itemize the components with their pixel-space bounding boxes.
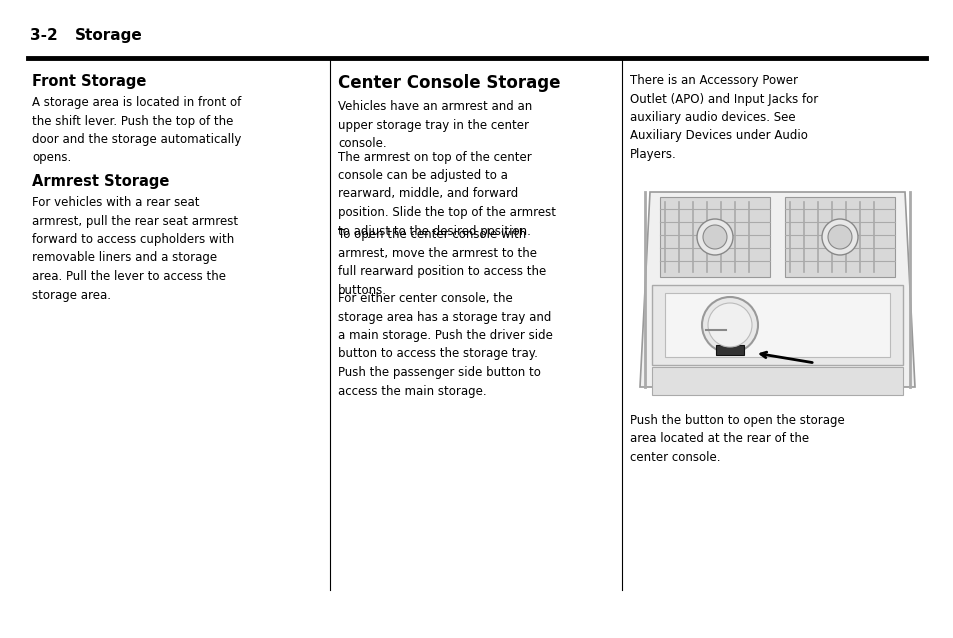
Bar [716, 345, 743, 355]
Bar [629, 182, 924, 402]
Text: Armrest Storage: Armrest Storage [32, 174, 170, 189]
Text: Front Storage: Front Storage [32, 74, 146, 89]
Text: For vehicles with a rear seat
armrest, pull the rear seat armrest
forward to acc: For vehicles with a rear seat armrest, p… [32, 196, 238, 302]
Text: 3-2: 3-2 [30, 28, 58, 43]
Bar [664, 293, 889, 357]
Bar [784, 197, 894, 277]
Circle shape [701, 297, 758, 353]
Text: Push the button to open the storage
area located at the rear of the
center conso: Push the button to open the storage area… [629, 414, 843, 464]
Text: Vehicles have an armrest and an
upper storage tray in the center
console.: Vehicles have an armrest and an upper st… [337, 100, 532, 150]
Circle shape [821, 219, 857, 255]
Text: The armrest on top of the center
console can be adjusted to a
rearward, middle, : The armrest on top of the center console… [337, 151, 556, 237]
Polygon shape [639, 192, 914, 387]
Text: For either center console, the
storage area has a storage tray and
a main storag: For either center console, the storage a… [337, 292, 553, 397]
Text: A storage area is located in front of
the shift lever. Push the top of the
door : A storage area is located in front of th… [32, 96, 241, 165]
Circle shape [827, 225, 851, 249]
Text: To open the center console with
armrest, move the armrest to the
full rearward p: To open the center console with armrest,… [337, 228, 546, 297]
Bar [651, 285, 902, 365]
Circle shape [702, 225, 726, 249]
Text: There is an Accessory Power
Outlet (APO) and Input Jacks for
auxiliary audio dev: There is an Accessory Power Outlet (APO)… [629, 74, 818, 161]
Text: Storage: Storage [75, 28, 143, 43]
Text: Center Console Storage: Center Console Storage [337, 74, 560, 92]
Circle shape [697, 219, 732, 255]
Bar [651, 367, 902, 395]
Circle shape [707, 303, 751, 347]
Bar [659, 197, 769, 277]
